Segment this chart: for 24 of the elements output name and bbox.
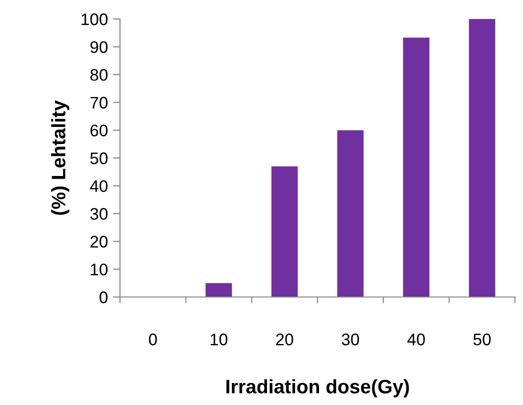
x-tick-label: 50 <box>473 334 491 346</box>
y-axis-title: (%) Lehtality <box>51 100 70 215</box>
bar <box>468 19 496 297</box>
x-tick-label: 40 <box>407 334 425 346</box>
x-tick-label: 0 <box>148 334 157 346</box>
bar <box>206 283 232 297</box>
y-tick-label: 0 <box>100 291 108 304</box>
y-tick-label: 30 <box>90 208 108 220</box>
y-tick-label: 20 <box>90 236 108 248</box>
x-tick-label: 30 <box>342 334 360 346</box>
y-tick-label: 100 <box>82 13 108 26</box>
bar <box>337 130 364 297</box>
y-tick-label: 60 <box>90 124 108 136</box>
y-tick-label: 90 <box>90 41 108 54</box>
x-tick-label: 20 <box>276 334 294 346</box>
y-tick-label: 10 <box>90 264 108 276</box>
x-axis-title: Irradiation dose(Gy) <box>226 379 409 398</box>
y-tick-label: 40 <box>90 180 108 192</box>
bar <box>403 38 430 297</box>
bar <box>271 166 298 297</box>
y-tick-label: 80 <box>90 69 108 81</box>
y-tick-label: 50 <box>90 152 108 164</box>
y-tick-label: 70 <box>90 96 108 109</box>
x-tick-label: 10 <box>210 334 228 346</box>
